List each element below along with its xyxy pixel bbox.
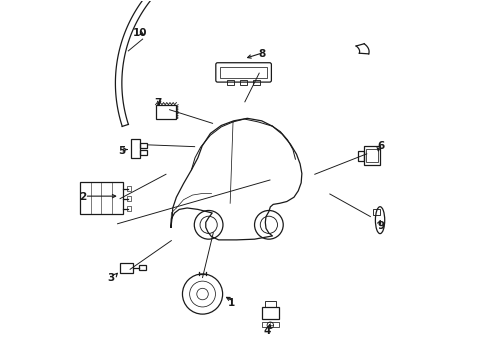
Text: 8: 8 — [258, 49, 265, 59]
Bar — [261, 307, 278, 319]
Text: 9: 9 — [377, 221, 384, 230]
Bar — [261, 322, 278, 327]
Bar — [139, 265, 145, 270]
Bar — [120, 263, 133, 273]
Bar — [220, 67, 266, 78]
Bar — [140, 143, 146, 148]
Bar — [131, 139, 140, 158]
Bar — [226, 80, 233, 85]
Bar — [264, 301, 276, 307]
Bar — [127, 186, 131, 191]
Bar — [253, 80, 260, 85]
Bar — [140, 150, 146, 155]
Text: 2: 2 — [79, 192, 86, 202]
Bar — [357, 151, 363, 161]
Text: 5: 5 — [118, 145, 125, 156]
Bar — [80, 182, 122, 214]
Text: 3: 3 — [107, 273, 115, 283]
Bar — [127, 196, 131, 201]
Text: 4: 4 — [264, 325, 271, 336]
Bar — [239, 80, 246, 85]
Text: 6: 6 — [376, 141, 384, 151]
Bar — [365, 149, 377, 162]
Bar — [372, 209, 379, 215]
Text: 10: 10 — [132, 28, 147, 38]
Bar — [363, 146, 379, 165]
Bar — [127, 206, 131, 211]
Bar — [155, 105, 176, 119]
Text: 7: 7 — [154, 98, 161, 108]
Text: 1: 1 — [227, 298, 234, 308]
